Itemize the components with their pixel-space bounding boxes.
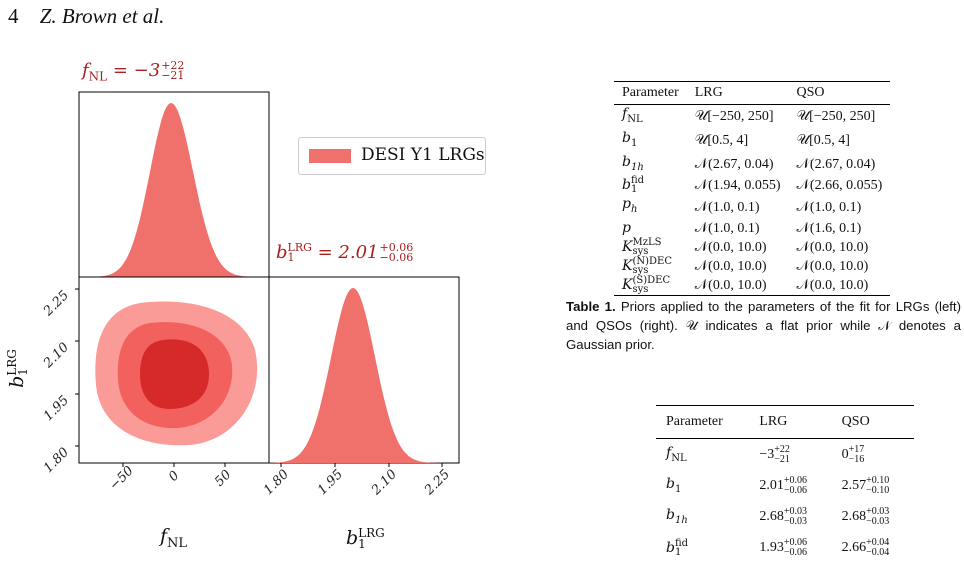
table-cell: 𝒩(2.66, 0.055): [796, 178, 883, 194]
table2-header: QSO: [831, 405, 914, 439]
legend-swatch: [309, 149, 351, 163]
table-cell: 𝒩(2.67, 0.04): [694, 156, 774, 172]
running-head-authors: Z. Brown et al.: [39, 4, 165, 28]
caption-text: Priors applied to the parameters of the …: [566, 299, 961, 352]
param-cell: ph: [622, 196, 638, 216]
fnl-axis-label: fNL: [160, 525, 188, 551]
table-cell: 𝒩(1.0, 0.1): [694, 199, 760, 215]
param-cell: b1h: [622, 153, 644, 173]
legend: DESI Y1 LRGs: [298, 137, 486, 175]
fnl-panel-title: fNL = −3+22 −21: [82, 59, 185, 84]
b1-y-axis-label: bLRG 1: [4, 349, 30, 388]
table-priors: Parameter LRG QSO fNL 𝒰[−250, 250] 𝒰[−250,…: [614, 81, 891, 297]
table-cell: 𝒩(0.0, 10.0): [694, 259, 767, 275]
table-cell: 𝒩(1.6, 0.1): [796, 221, 862, 237]
result-cell: 2.01+0.06 −0.06: [759, 474, 808, 496]
tick-marks: [75, 288, 443, 467]
param-cell: KMzLS sys: [622, 237, 662, 258]
contour-1sigma: [140, 339, 210, 410]
param-cell: K(N)DEC sys: [622, 256, 672, 277]
b1-panel-title: bLRG 1 = 2.01+0.06 −0.06: [276, 241, 414, 264]
result-cell: 1.93+0.06 −0.06: [759, 536, 808, 558]
param-cell: b1: [666, 476, 682, 495]
b1-posterior-fill: [269, 288, 459, 463]
page-number: 4: [8, 4, 19, 28]
fnl-posterior-fill: [79, 103, 269, 277]
table-cell: 𝒩(1.94, 0.055): [694, 178, 781, 194]
param-cell: K(S)DEC sys: [614, 276, 687, 297]
param-cell: fNL: [622, 106, 643, 125]
param-cell: p: [622, 220, 631, 237]
result-cell: −3+22 −21: [759, 443, 790, 465]
result-cell: 2.66+0.04 −0.04: [841, 536, 890, 558]
table-cell: 𝒰[−250, 250]: [796, 109, 876, 125]
param-cell: fNL: [666, 445, 687, 464]
table1-header: QSO: [788, 81, 891, 105]
result-cell: 2.68+0.03 −0.03: [841, 505, 890, 527]
param-cell: b1h: [666, 507, 688, 526]
param-cell: bfid 1: [666, 537, 689, 558]
table-cell: 𝒩(0.0, 10.0): [686, 276, 789, 297]
fnl-marginal-panel: [78, 91, 270, 278]
table-cell: 𝒩(2.67, 0.04): [796, 156, 876, 172]
table1-header: Parameter: [614, 81, 687, 105]
result-cell: 0+17 −16: [841, 443, 865, 465]
b1-x-axis-label: bLRG 1: [346, 526, 385, 551]
table-cell: 𝒩(0.0, 10.0): [796, 240, 869, 256]
table-cell: 𝒩(0.0, 10.0): [796, 259, 869, 275]
table-results: Parameter LRG QSO fNL −3+22 −21 0+17 −16 b…: [656, 405, 914, 563]
legend-label: DESI Y1 LRGs: [361, 145, 485, 165]
caption-label: Table 1.: [566, 299, 616, 314]
table-cell: 𝒰[−250, 250]: [694, 109, 774, 125]
table-cell: 𝒩(0.0, 10.0): [694, 240, 767, 256]
corner-plot: [75, 91, 460, 467]
contour-panel: [78, 276, 270, 464]
result-cell: 2.68+0.03 −0.03: [759, 505, 808, 527]
table-cell: 𝒰[0.5, 4]: [796, 133, 850, 149]
param-cell: bfid 1: [622, 175, 645, 196]
result-cell: 2.57+0.10 −0.10: [841, 474, 890, 496]
param-cell: b1: [622, 129, 638, 149]
table2-header: LRG: [749, 405, 832, 439]
table1-caption: Table 1. Priors applied to the parameter…: [566, 297, 961, 354]
table1-header: LRG: [686, 81, 789, 105]
table-cell: 𝒩(1.0, 0.1): [694, 221, 760, 237]
table-cell: 𝒰[0.5, 4]: [694, 133, 749, 149]
table-cell: 𝒩(0.0, 10.0): [788, 276, 891, 297]
running-head: 4 Z. Brown et al.: [8, 4, 164, 29]
table2-header: Parameter: [656, 405, 750, 439]
table-cell: 𝒩(1.0, 0.1): [796, 199, 862, 215]
b1-marginal-panel: [268, 276, 460, 464]
